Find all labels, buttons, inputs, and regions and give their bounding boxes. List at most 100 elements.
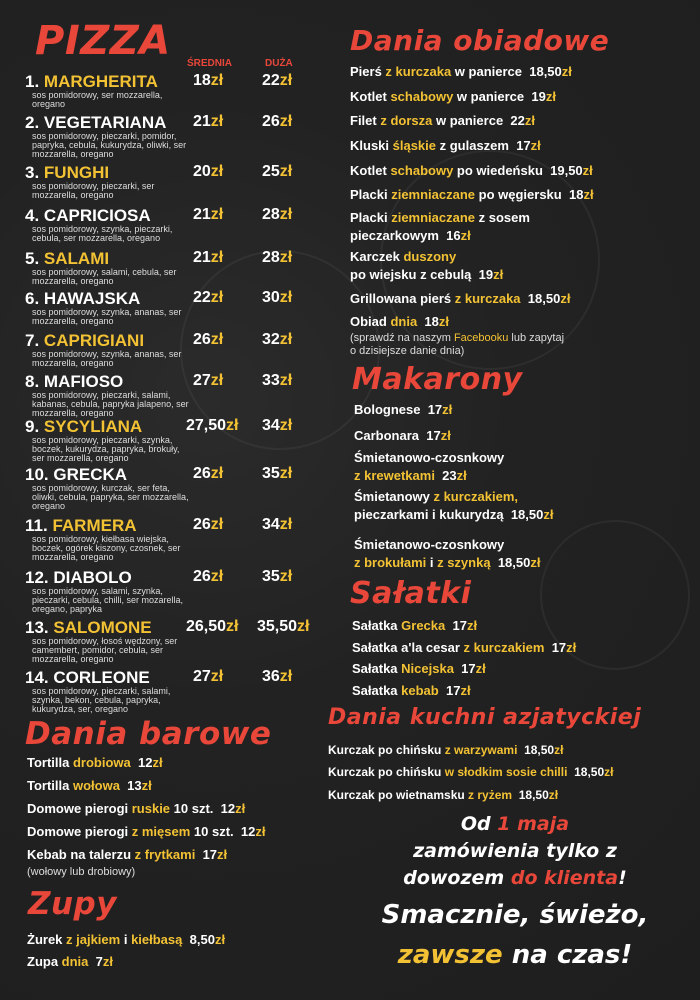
currency: zł bbox=[279, 568, 293, 585]
price-medium: 21zł bbox=[193, 249, 223, 267]
item-text-segment: zamówienia tylko z bbox=[413, 840, 617, 862]
pizza-name: 10. GRECKA bbox=[25, 465, 127, 485]
price-large: 32zł bbox=[262, 331, 292, 349]
price: 32zł bbox=[262, 331, 292, 348]
currency: zł bbox=[210, 206, 224, 223]
item-text-segment: i bbox=[120, 932, 132, 947]
pizza-name: 14. CORLEONE bbox=[25, 668, 150, 688]
column-large-header: DUŻA bbox=[265, 58, 293, 69]
currency: zł bbox=[456, 468, 467, 483]
item-text-segment: po węgiersku bbox=[475, 187, 562, 202]
item-text-segment: 10 szt. bbox=[190, 824, 234, 839]
item-text-segment: Pierś bbox=[350, 64, 386, 79]
menu-item: Kurczak po chińsku w słodkim sosie chill… bbox=[328, 763, 613, 781]
item-text-segment: Filet bbox=[350, 113, 381, 128]
price-value: 23 bbox=[442, 468, 457, 483]
item-text-segment: do klienta bbox=[510, 867, 619, 889]
menu-item: Kluski śląskie z gulaszem 17zł bbox=[350, 137, 541, 155]
price-value: 12 bbox=[240, 824, 256, 839]
item-text-segment: śląskie bbox=[392, 138, 436, 153]
price-value: 30 bbox=[262, 289, 280, 306]
price-value: 7 bbox=[95, 954, 103, 969]
price-value: 22 bbox=[510, 113, 525, 128]
price-value: 21 bbox=[193, 249, 211, 266]
pizza-name-text: MAFIOSO bbox=[43, 372, 124, 391]
item-text-segment: Domowe pierogi bbox=[27, 824, 132, 839]
pizza-name-text: DIABOLO bbox=[53, 568, 132, 587]
price-value: 25 bbox=[262, 163, 280, 180]
price: 19zł bbox=[531, 89, 556, 104]
price-large: 35zł bbox=[262, 568, 292, 586]
price: 21zł bbox=[193, 206, 223, 223]
currency: zł bbox=[460, 228, 471, 243]
menu-item: Pierś z kurczaka w panierce 18,50zł bbox=[350, 63, 572, 81]
pizza-name: 1. MARGHERITA bbox=[25, 72, 158, 92]
price: 17zł bbox=[552, 640, 577, 655]
currency: zł bbox=[210, 372, 224, 389]
price: 28zł bbox=[262, 249, 292, 266]
item-text-segment: w panierce bbox=[432, 113, 504, 128]
price-value: 26 bbox=[193, 465, 211, 482]
item-text-segment: pieczarkowym bbox=[350, 228, 439, 243]
price-large: 26zł bbox=[262, 113, 292, 131]
pizza-name-text: VEGETARIANA bbox=[43, 113, 167, 132]
pizza-name: 12. DIABOLO bbox=[25, 568, 132, 588]
price-value: 27 bbox=[193, 668, 211, 685]
pizza-ingredients: sos pomidorowy, pieczarki, szynka, bocze… bbox=[32, 435, 180, 463]
price: 22zł bbox=[262, 72, 292, 89]
currency: zł bbox=[210, 465, 224, 482]
currency: zł bbox=[102, 954, 113, 969]
price: 7zł bbox=[96, 954, 113, 969]
currency: zł bbox=[226, 417, 239, 434]
menu-item: Bolognese 17zł bbox=[354, 401, 452, 419]
currency: zł bbox=[530, 555, 541, 570]
price: 17zł bbox=[452, 618, 477, 633]
price-value: 20 bbox=[193, 163, 211, 180]
pizza-number: 13. bbox=[25, 618, 49, 637]
pizza-number: 6. bbox=[25, 289, 40, 308]
item-text-segment: z krewetkami bbox=[354, 468, 435, 483]
pizza-name: 5. SALAMI bbox=[25, 249, 109, 269]
pizza-number: 7. bbox=[25, 331, 40, 350]
price-value: 19,50 bbox=[550, 163, 583, 178]
price-value: 8,50 bbox=[189, 932, 215, 947]
salatki-title: Sałatki bbox=[350, 576, 472, 611]
currency: zł bbox=[466, 618, 478, 633]
price-value: 17 bbox=[426, 428, 441, 443]
price: 18,50zł bbox=[574, 765, 613, 779]
item-text-segment: z mięsem bbox=[131, 824, 191, 839]
price-value: 28 bbox=[262, 206, 280, 223]
currency: zł bbox=[255, 824, 266, 839]
price-medium: 18zł bbox=[193, 72, 223, 90]
currency: zł bbox=[210, 516, 224, 533]
currency: zł bbox=[210, 289, 224, 306]
item-text-segment: lub zapytaj bbox=[508, 332, 565, 344]
price-large: 34zł bbox=[262, 417, 292, 435]
item-text-segment: Placki bbox=[350, 187, 392, 202]
currency: zł bbox=[279, 417, 293, 434]
price-value: 27,50 bbox=[186, 417, 227, 434]
pizza-name: 6. HAWAJSKA bbox=[25, 289, 140, 309]
price-large: 28zł bbox=[262, 206, 292, 224]
price: 12zł bbox=[138, 755, 163, 770]
item-text-segment: o dzisiejsze danie dnia) bbox=[350, 345, 465, 357]
menu-item: Carbonara 17zł bbox=[354, 427, 451, 445]
item-text-segment: Tortilla bbox=[27, 778, 73, 793]
price-value: 18,50 bbox=[510, 507, 544, 522]
pizza-name: 4. CAPRICIOSA bbox=[25, 206, 151, 226]
price-value: 36 bbox=[262, 668, 280, 685]
currency: zł bbox=[545, 89, 556, 104]
pizza-ingredients: sos pomidorowy, pieczarki, salami, szynk… bbox=[32, 686, 171, 714]
price-large: 25zł bbox=[262, 163, 292, 181]
price-medium: 21zł bbox=[193, 113, 223, 131]
item-text-segment: z jajkiem bbox=[66, 932, 121, 947]
makarony-title: Makarony bbox=[352, 362, 523, 397]
item-text-segment: z szynką bbox=[437, 555, 491, 570]
currency: zł bbox=[152, 755, 163, 770]
price-large: 30zł bbox=[262, 289, 292, 307]
price-value: 18 bbox=[568, 187, 584, 202]
item-text-segment: 10 szt. bbox=[170, 801, 214, 816]
currency: zł bbox=[279, 465, 293, 482]
pizza-sketch-decoration bbox=[180, 250, 380, 450]
